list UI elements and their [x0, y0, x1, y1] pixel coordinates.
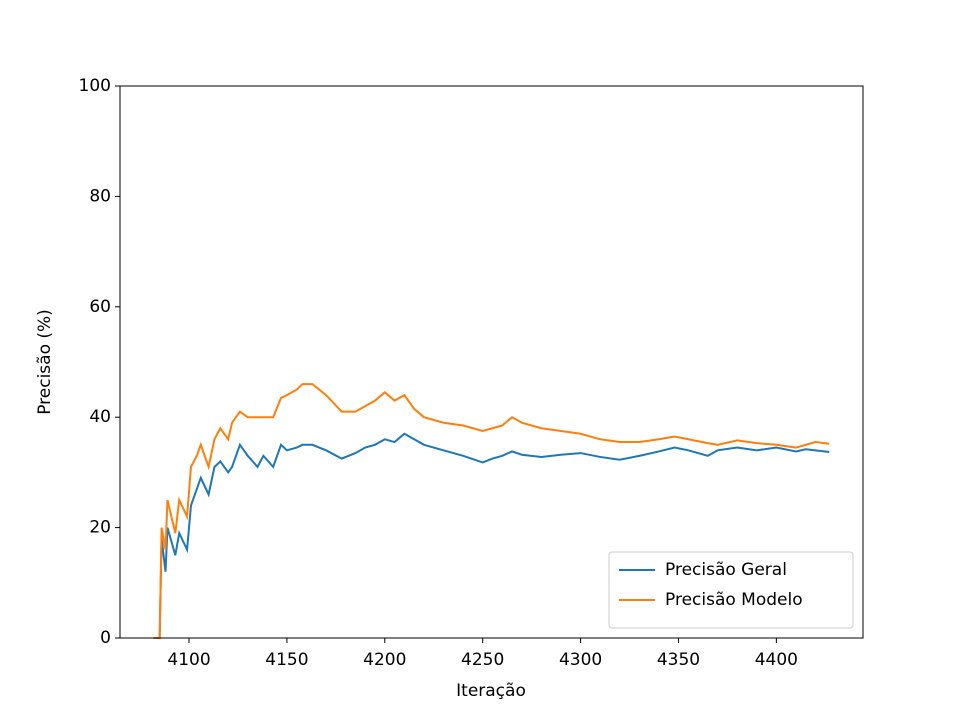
x-tick-label: 4300 [559, 650, 602, 670]
data-line [153, 432, 830, 639]
y-tick-label: 60 [89, 297, 111, 317]
x-tick-label: 4250 [461, 650, 504, 670]
x-tick-label: 4400 [755, 650, 798, 670]
x-axis-label: Iteração [456, 681, 526, 701]
y-tick-label: 0 [100, 628, 111, 648]
x-tick-label: 4200 [363, 650, 406, 670]
y-tick-label: 40 [89, 407, 111, 427]
y-tick-label: 80 [89, 186, 111, 206]
legend-box [608, 551, 854, 629]
data-line [153, 383, 830, 639]
plot-frame [119, 85, 864, 639]
y-tick-label: 100 [79, 76, 111, 96]
legend-label: Precisão Geral [665, 560, 787, 580]
y-tick-label: 20 [89, 518, 111, 538]
x-tick-label: 4100 [167, 650, 210, 670]
x-tick-label: 4350 [657, 650, 700, 670]
legend-label: Precisão Modelo [665, 590, 803, 610]
y-axis-label: Precisão (%) [35, 309, 55, 415]
x-tick-label: 4150 [265, 650, 308, 670]
